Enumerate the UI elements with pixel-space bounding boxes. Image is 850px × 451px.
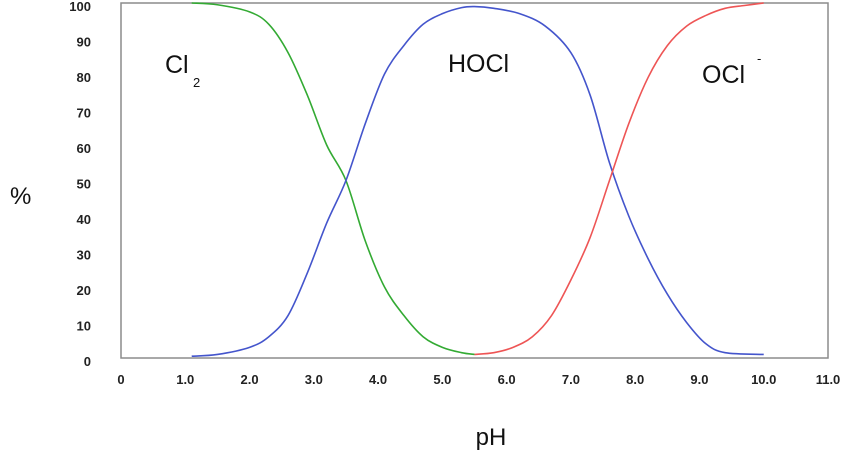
x-axis-ticks: 0 1.0 2.0 3.0 4.0 5.0 6.0 7.0 8.0 9.0 10.0 11.0 [117,372,840,387]
y-tick-label: 40 [77,212,91,227]
label-hocl: HOCl [448,50,509,78]
x-tick-label: 9.0 [690,372,708,387]
series-line-cl2 [191,2,475,356]
y-axis-ticks: 0 10 20 30 40 50 60 70 80 90 100 [69,0,91,369]
y-tick-label: 30 [77,248,91,263]
x-tick-label: 5.0 [433,372,451,387]
curves [191,2,764,358]
x-tick-label: 10.0 [751,372,776,387]
label-ocl: OCl - [702,51,761,89]
plot-area-frame [120,2,829,359]
y-tick-label: 20 [77,283,91,298]
x-tick-label: 8.0 [626,372,644,387]
x-tick-label: 1.0 [176,372,194,387]
x-tick-label: 2.0 [241,372,259,387]
y-tick-label: 10 [77,319,91,334]
y-tick-label: 90 [77,35,91,50]
label-cl2: Cl 2 [165,51,200,90]
y-tick-label: 70 [77,106,91,121]
label-cl2-main: Cl [165,51,189,79]
y-tick-label: 100 [69,0,91,14]
label-ocl-main: OCl [702,61,745,89]
x-tick-label: 11.0 [816,372,841,387]
x-tick-label: 7.0 [562,372,580,387]
label-cl2-subscript: 2 [193,75,200,90]
x-tick-label: 3.0 [305,372,323,387]
series-line-ocl [474,2,764,356]
y-tick-label: 80 [77,70,91,85]
x-tick-label: 4.0 [369,372,387,387]
y-axis-title: % [10,183,31,210]
x-tick-label: 0 [117,372,124,387]
x-axis-title: pH [476,424,507,451]
y-tick-label: 60 [77,141,91,156]
label-ocl-superscript: - [757,51,761,66]
series-line-hocl [191,5,764,358]
x-tick-label: 6.0 [498,372,516,387]
y-tick-label: 0 [84,354,91,369]
y-tick-label: 50 [77,177,91,192]
label-hocl-main: HOCl [448,50,509,78]
